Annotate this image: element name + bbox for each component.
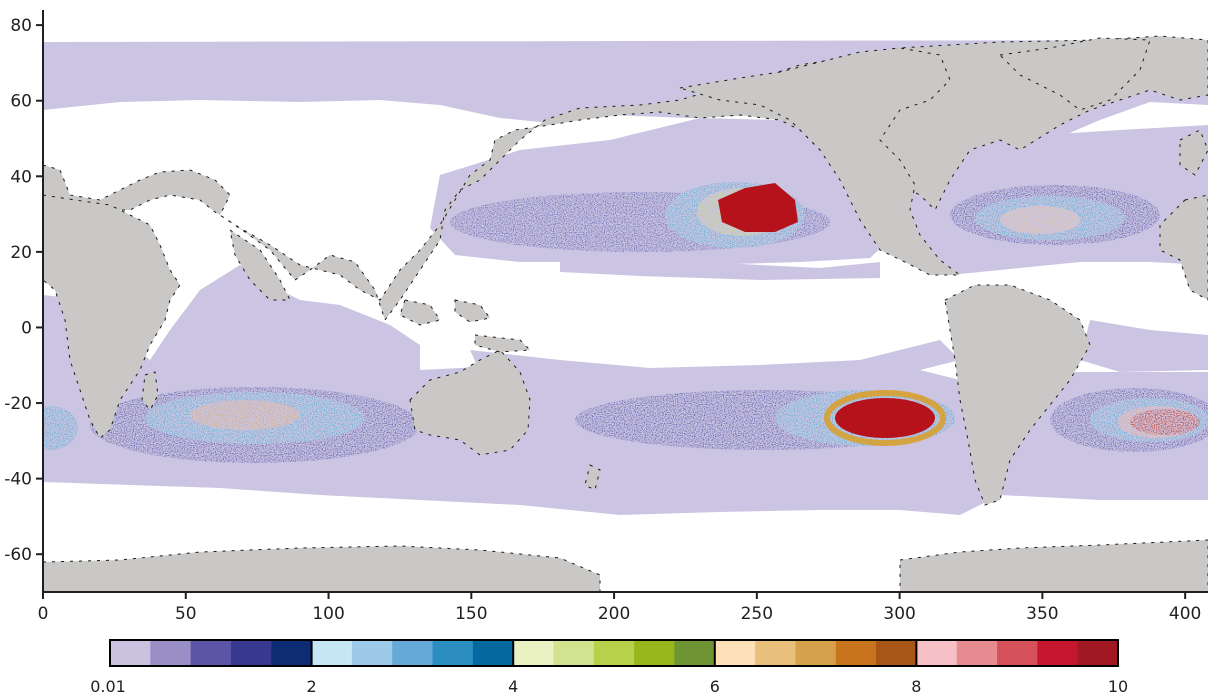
peak-cores <box>718 183 1200 446</box>
colorbar-swatch <box>714 640 756 666</box>
y-tick-label: -20 <box>4 394 32 414</box>
y-tick-label: 20 <box>10 243 32 263</box>
x-tick-label: 400 <box>1169 604 1201 624</box>
land-south-america <box>944 284 1091 506</box>
colorbar-tick-label: 0.01 <box>90 677 126 696</box>
core-south-pacific <box>835 398 935 438</box>
colorbar: 0.01 2 4 6 8 10 <box>90 639 1128 696</box>
x-tick-label: 100 <box>312 604 344 624</box>
land-eurasia <box>43 35 1208 322</box>
colorbar-swatch <box>593 640 635 666</box>
colorbar-swatch <box>876 640 917 666</box>
land-north-america <box>679 47 962 276</box>
colorbar-swatch <box>997 640 1038 666</box>
colorbar-swatch <box>190 640 232 666</box>
y-tick-label: 0 <box>21 318 32 338</box>
colorbar-swatch <box>634 640 675 666</box>
core-north-pacific <box>718 183 798 232</box>
colorbar-swatch <box>230 640 272 666</box>
colorbar-swatch <box>311 640 353 666</box>
colorbar-frame <box>109 639 1119 667</box>
y-tick-label: -40 <box>4 470 32 490</box>
colorbar-tick-label: 2 <box>307 677 317 696</box>
colorbar-swatch <box>956 640 998 666</box>
colorbar-tick-label: 6 <box>710 677 720 696</box>
y-tick-label: 60 <box>10 92 32 112</box>
colorbar-swatch <box>835 640 877 666</box>
colorbar-swatch <box>1077 640 1119 666</box>
colorbar-swatch <box>150 640 192 666</box>
colorbar-cells <box>110 640 1119 666</box>
x-tick-label: 50 <box>175 604 197 624</box>
x-tick-label: 250 <box>741 604 773 624</box>
colorbar-tick-label: 4 <box>508 677 518 696</box>
axes <box>42 10 1208 593</box>
x-axis-ticks: 0 50 100 150 200 250 300 350 400 <box>38 592 1201 624</box>
colorbar-swatch <box>674 640 716 666</box>
colorbar-swatch <box>432 640 474 666</box>
land-greenland <box>998 37 1151 111</box>
colorbar-tick-label: 8 <box>911 677 921 696</box>
x-tick-label: 200 <box>598 604 630 624</box>
land-antarctica <box>43 545 601 592</box>
colorbar-swatch <box>392 640 434 666</box>
land-africa <box>43 194 181 439</box>
y-axis-ticks: 80 60 40 20 0 -20 -40 -60 <box>4 16 43 565</box>
core-south-atlantic <box>1130 409 1200 435</box>
land-masses <box>43 35 1208 592</box>
colorbar-swatch <box>513 640 555 666</box>
colorbar-swatch <box>472 640 514 666</box>
x-tick-label: 0 <box>38 604 49 624</box>
colorbar-swatch <box>1037 640 1079 666</box>
y-tick-label: 40 <box>10 167 32 187</box>
colorbar-swatch <box>110 640 151 666</box>
x-tick-label: 350 <box>1026 604 1058 624</box>
colorbar-labels: 0.01 2 4 6 8 10 <box>90 677 1128 696</box>
colorbar-swatch <box>916 640 958 666</box>
y-tick-label: -60 <box>4 545 32 565</box>
land-madagascar <box>141 371 159 411</box>
colorbar-tick-label: 10 <box>1108 677 1128 696</box>
colorbar-swatch <box>553 640 595 666</box>
colorbar-swatch <box>351 640 393 666</box>
colorbar-swatch <box>795 640 837 666</box>
land-australia <box>409 349 531 456</box>
colorbar-swatch <box>271 640 313 666</box>
x-tick-label: 300 <box>883 604 915 624</box>
x-tick-label: 150 <box>455 604 487 624</box>
colorbar-swatch <box>755 640 796 666</box>
y-tick-label: 80 <box>10 16 32 36</box>
